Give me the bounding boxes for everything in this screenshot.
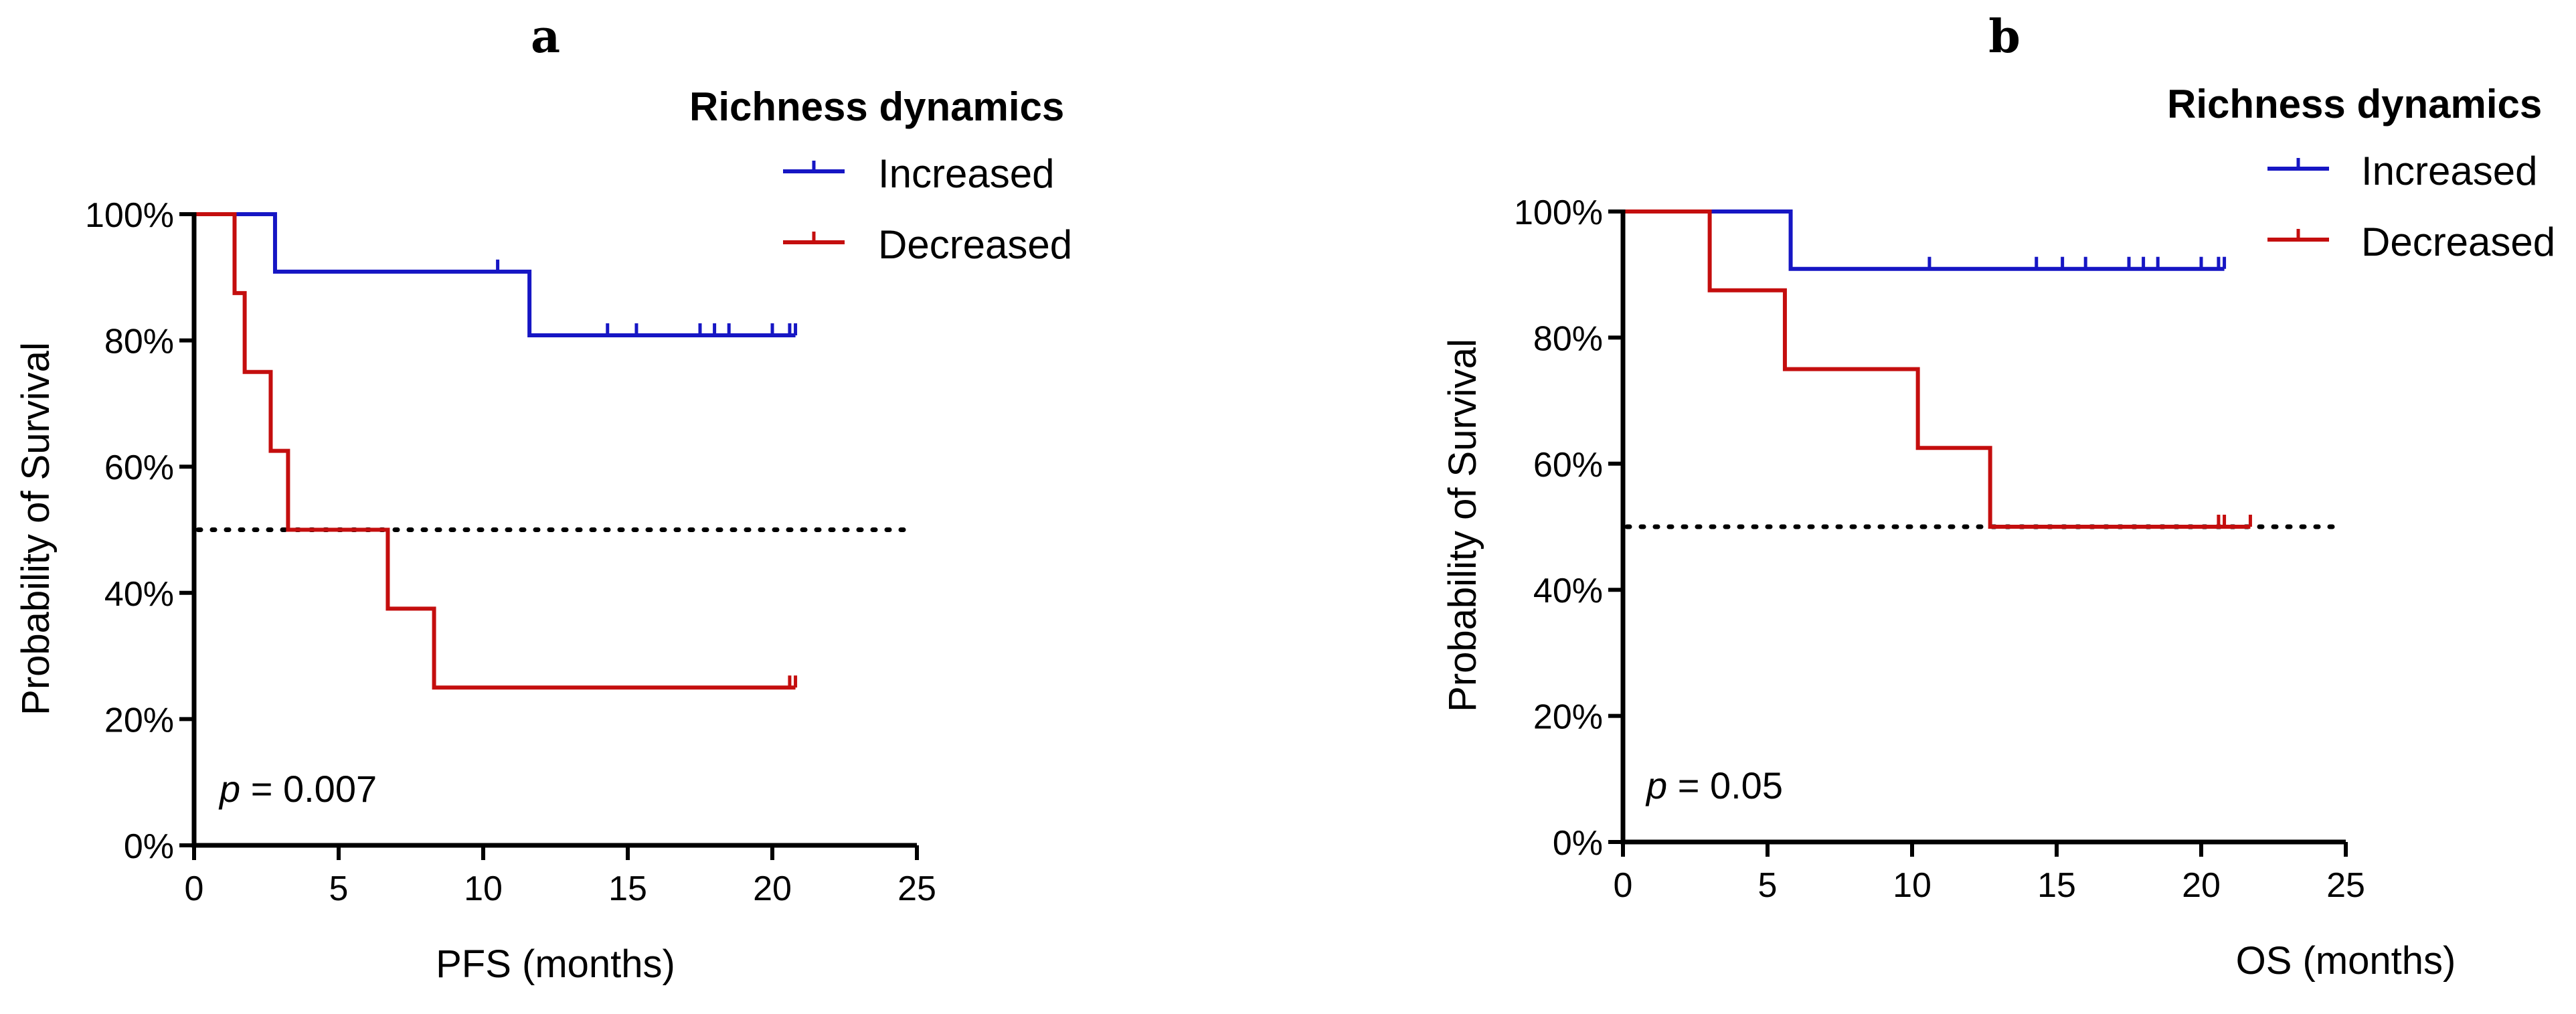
panel-b-x-tick-label-15: 15 xyxy=(2037,866,2076,905)
panel-a-x-tick-label-15: 15 xyxy=(608,869,647,908)
panel-a-curve-increased xyxy=(194,212,796,338)
panel-a-legend-label-increased: Increased xyxy=(878,151,1055,196)
panel-b-y-tick-label-80: 80% xyxy=(1533,319,1603,358)
panel-a-legend-title: Richness dynamics xyxy=(689,84,1064,129)
panel-a-legend: Richness dynamics Increased Decreased xyxy=(689,84,1072,267)
panel-a-y-tick-label-100: 100% xyxy=(85,196,174,235)
panel-b-x-tick-label-10: 10 xyxy=(1893,866,1931,905)
panel-a-p-symbol: p xyxy=(218,768,240,810)
panel-b-y-tick-label-60: 60% xyxy=(1533,446,1603,485)
panel-a-p-value: p = 0.007 xyxy=(218,768,377,810)
panel-b-x-axis-label: OS (months) xyxy=(2236,939,2456,983)
panel-b-p-symbol: p xyxy=(1645,764,1667,807)
panel-a-legend-item-decreased: Decreased xyxy=(783,222,1072,267)
panel-b-p-text: = 0.05 xyxy=(1667,764,1783,807)
panel-a-y-tick-label-80: 80% xyxy=(104,323,174,361)
panel-b-p-value: p = 0.05 xyxy=(1645,764,1783,807)
panel-b-legend-item-decreased: Decreased xyxy=(2267,220,2555,264)
panel-a-y-axis-label: Probability of Survival xyxy=(14,342,58,715)
panel-a-legend-item-increased: Increased xyxy=(783,151,1055,196)
panel-a-axis-ticks: 0% 20% 40% 60% 80% 100% 0 5 10 15 20 25 xyxy=(85,196,936,908)
panel-b-y-tick-label-0: 0% xyxy=(1553,824,1603,863)
panel-a-series-group xyxy=(194,212,798,690)
panel-a-p-text: = 0.007 xyxy=(240,768,377,810)
panel-b-x-tick-label-25: 25 xyxy=(2326,866,2365,905)
panel-a-y-tick-label-20: 20% xyxy=(104,701,174,740)
panel-a-y-tick-label-60: 60% xyxy=(104,448,174,487)
panel-a-letter: a xyxy=(531,10,560,64)
panel-b-x-tick-label-0: 0 xyxy=(1614,866,1633,905)
panel-b-y-tick-label-20: 20% xyxy=(1533,698,1603,737)
panel-b-legend-label-increased: Increased xyxy=(2361,149,2538,193)
panel-a-axes xyxy=(191,212,917,848)
panel-b-y-tick-label-40: 40% xyxy=(1533,572,1603,610)
panel-b-legend-label-decreased: Decreased xyxy=(2361,220,2555,264)
panel-a-curve-decreased xyxy=(194,212,796,690)
panel-b-letter: b xyxy=(1988,10,2021,64)
panel-a-legend-label-decreased: Decreased xyxy=(878,222,1072,267)
panel-b-legend-item-increased: Increased xyxy=(2267,149,2538,193)
panel-b-y-tick-label-100: 100% xyxy=(1514,193,1603,232)
panel-b-legend-title: Richness dynamics xyxy=(2167,82,2542,126)
panel-b-curve-decreased xyxy=(1623,209,2251,529)
panel-b-series-group xyxy=(1623,209,2252,529)
panel-b-x-tick-label-20: 20 xyxy=(2182,866,2221,905)
panel-a-x-tick-label-20: 20 xyxy=(753,869,792,908)
panel-b-axes xyxy=(1620,209,2346,845)
panel-a-x-tick-label-10: 10 xyxy=(464,869,503,908)
panel-a-x-tick-label-5: 5 xyxy=(329,869,349,908)
panel-a-x-axis-label: PFS (months) xyxy=(436,942,675,986)
panel-a: a Richness dynamics Increased Decreased … xyxy=(14,10,1072,986)
panel-a-y-tick-label-0: 0% xyxy=(124,827,174,866)
panel-a-y-tick-label-40: 40% xyxy=(104,575,174,614)
panel-b-legend: Richness dynamics Increased Decreased xyxy=(2167,82,2555,264)
panel-b-x-tick-label-5: 5 xyxy=(1758,866,1778,905)
panel-b-curve-increased xyxy=(1623,209,2225,271)
panel-b-axis-ticks: 0% 20% 40% 60% 80% 100% 0 5 10 15 20 25 xyxy=(1514,193,2365,905)
panel-a-x-tick-label-0: 0 xyxy=(185,869,204,908)
panel-a-x-tick-label-25: 25 xyxy=(897,869,936,908)
panel-b-y-axis-label: Probability of Survival xyxy=(1441,339,1484,712)
panel-b: b Richness dynamics Increased Decreased … xyxy=(1441,10,2555,983)
